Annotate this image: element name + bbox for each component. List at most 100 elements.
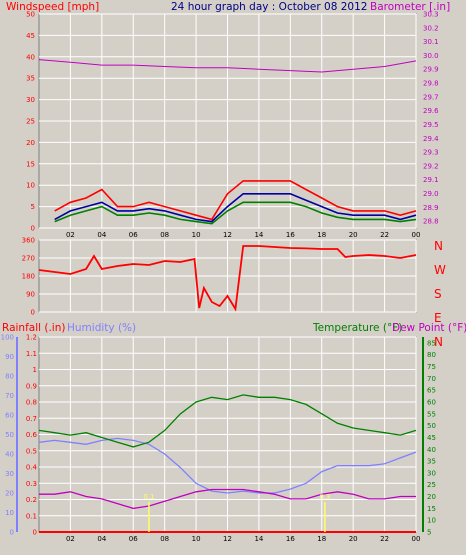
compass-e: E <box>434 311 442 325</box>
baro-ytick: 29.3 <box>423 149 439 157</box>
wind-xtick: 04 <box>97 231 106 239</box>
baro-ytick: 29.1 <box>423 176 439 184</box>
temp-ytick: 45 <box>427 434 436 442</box>
wind-gust-line <box>54 180 417 221</box>
rain-ytick: 0 <box>33 529 37 537</box>
baro-ytick: 29.8 <box>423 80 439 88</box>
wind-ytick: 25 <box>26 118 35 126</box>
wind-xtick: 10 <box>192 231 201 239</box>
temp-ytick: 70 <box>427 375 436 383</box>
rain-ytick: 0.6 <box>26 431 38 439</box>
rain-ytick: 0.8 <box>26 399 37 407</box>
wind-xtick: 20 <box>349 231 358 239</box>
series-lines <box>38 59 417 533</box>
humidity-ytick: 80 <box>5 373 14 381</box>
wind-ytick: 0 <box>31 225 35 233</box>
climate-xtick: 20 <box>349 535 358 543</box>
rain-ytick: 0.9 <box>26 382 37 390</box>
baro-ytick: 28.8 <box>423 218 439 226</box>
climate-xtick: 06 <box>129 535 138 543</box>
humidity-line <box>38 437 417 494</box>
temp-ytick: 55 <box>427 410 436 418</box>
baro-ytick: 29.2 <box>423 162 439 170</box>
rain-ytick: 0.7 <box>26 415 37 423</box>
temp-ytick: 10 <box>427 517 436 525</box>
baro-ytick: 30.2 <box>423 24 439 32</box>
wind-xtick: 16 <box>286 231 295 239</box>
wind-mid-line <box>54 193 417 223</box>
compass-w: W <box>434 263 446 277</box>
direction-ytick: 180 <box>22 273 35 281</box>
wind-ytick: 45 <box>26 32 35 40</box>
direction-ytick: 270 <box>22 255 35 263</box>
humidity-ytick: 50 <box>5 431 14 439</box>
wind-ytick: 50 <box>26 11 35 19</box>
climate-xtick: 18 <box>317 535 326 543</box>
wind-average-line <box>54 201 417 225</box>
rain-marker-label: 0.1 <box>143 493 154 501</box>
wind-xtick: 06 <box>129 231 138 239</box>
humidity-ytick: 60 <box>5 412 14 420</box>
temp-ytick: 30 <box>427 469 436 477</box>
dewpoint-line <box>39 488 416 510</box>
climate-xtick: 10 <box>192 535 201 543</box>
axis-labels: 0510152025303540455028.828.929.029.129.2… <box>1 11 440 544</box>
temp-ytick: 35 <box>427 458 436 466</box>
climate-xtick: 14 <box>254 535 263 543</box>
baro-ytick: 29.9 <box>423 66 439 74</box>
wind-xtick: 18 <box>317 231 326 239</box>
windspeed-title: Windspeed [mph] <box>6 1 99 13</box>
temp-ytick: 50 <box>427 422 436 430</box>
baro-ytick: 29.0 <box>423 190 439 198</box>
wind-ytick: 40 <box>26 53 35 61</box>
rain-ytick: 0.5 <box>26 447 37 455</box>
baro-ytick: 30.0 <box>423 52 439 60</box>
direction-ytick: 90 <box>26 291 35 299</box>
barometer-line <box>38 59 417 73</box>
wind-xtick: 00 <box>412 231 421 239</box>
climate-xtick: 00 <box>412 535 421 543</box>
humidity-ytick: 30 <box>5 470 14 478</box>
temp-ytick: 60 <box>427 399 436 407</box>
temp-ytick: 85 <box>427 339 436 347</box>
wind-ytick: 35 <box>26 75 35 83</box>
temp-ytick: 80 <box>427 351 436 359</box>
direction-ytick: 0 <box>31 309 35 317</box>
rain-marker-label: 0.3 <box>319 493 330 501</box>
humidity-label: Humidity (%) <box>67 322 136 334</box>
rain-ytick: 0.1 <box>26 512 37 520</box>
humidity-ytick: 40 <box>5 451 14 459</box>
temp-ytick: 75 <box>427 363 436 371</box>
wind-ytick: 15 <box>26 160 35 168</box>
wind-xtick: 22 <box>380 231 389 239</box>
direction-ytick: 360 <box>22 237 35 245</box>
wind-ytick: 5 <box>31 203 35 211</box>
compass-s: S <box>434 287 442 301</box>
wind-ytick: 20 <box>26 139 35 147</box>
baro-ytick: 29.7 <box>423 93 439 101</box>
rain-ytick: 1.2 <box>26 334 37 342</box>
climate-xtick: 16 <box>286 535 295 543</box>
wind-xtick: 08 <box>160 231 169 239</box>
temp-ytick: 5 <box>427 529 431 537</box>
wind-ytick: 10 <box>26 182 35 190</box>
grid-lines <box>16 13 424 533</box>
humidity-ytick: 100 <box>1 334 14 342</box>
humidity-ytick: 90 <box>5 353 14 361</box>
date-title: 24 hour graph day : October 08 2012 <box>171 1 367 13</box>
humidity-ytick: 0 <box>10 529 14 537</box>
dewpoint-label: Dew Point (°F) <box>392 322 466 334</box>
climate-xtick: 12 <box>223 535 232 543</box>
rain-ytick: 0.2 <box>26 496 37 504</box>
temperature-line <box>38 394 417 448</box>
climate-xtick: 08 <box>160 535 169 543</box>
barometer-title: Barometer [.in] <box>370 1 450 13</box>
temp-ytick: 40 <box>427 446 436 454</box>
temp-ytick: 20 <box>427 493 436 501</box>
climate-xtick: 04 <box>97 535 106 543</box>
compass-n-bottom: N <box>434 335 443 349</box>
baro-ytick: 29.6 <box>423 107 439 115</box>
baro-ytick: 29.5 <box>423 121 439 129</box>
wind-ytick: 30 <box>26 96 35 104</box>
wind-xtick: 12 <box>223 231 232 239</box>
